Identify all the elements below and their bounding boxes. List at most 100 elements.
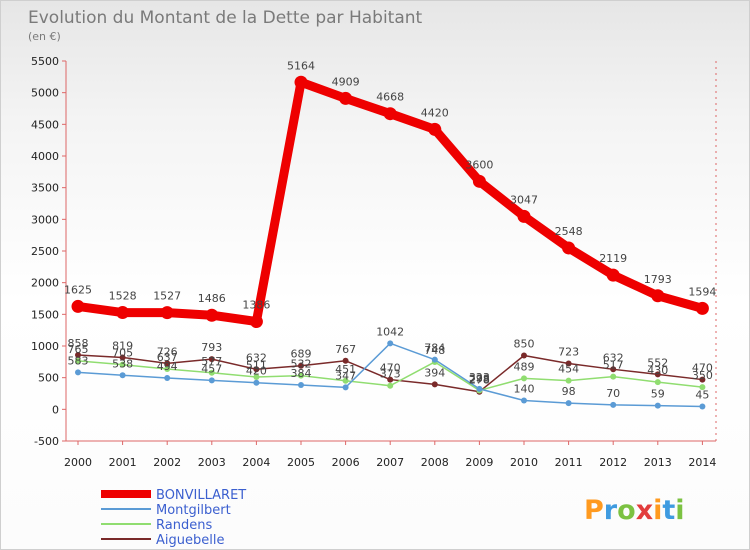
axes: -500 0 500 1000 1500 2000 2500 3000 3500 4000 4500… — [31, 55, 717, 469]
data-label: 457 — [201, 362, 222, 375]
chart-subtitle: (en €) — [28, 30, 61, 43]
data-label: 2548 — [555, 225, 583, 238]
data-label: 858 — [68, 337, 89, 350]
data-label: 765 — [68, 343, 89, 356]
data-label: 1793 — [644, 273, 672, 286]
data-label: 489 — [514, 360, 535, 373]
data-label: 140 — [514, 382, 535, 395]
series-randens — [75, 357, 706, 394]
y-tick-label: 2000 — [31, 277, 59, 290]
data-label: 451 — [335, 363, 356, 376]
data-label: 1625 — [64, 283, 92, 296]
data-point — [431, 381, 438, 388]
x-tick-label: 2002 — [153, 456, 181, 469]
data-label: 723 — [558, 346, 579, 359]
data-label: 4909 — [332, 75, 360, 88]
data-point — [119, 372, 126, 379]
data-point — [562, 241, 576, 255]
data-label: 70 — [606, 387, 620, 400]
proxiti-logo: Proxiti — [584, 495, 685, 526]
data-label: 4420 — [421, 106, 449, 119]
data-point — [383, 107, 397, 121]
data-label: 511 — [246, 359, 267, 372]
data-point — [294, 75, 308, 89]
data-point — [610, 373, 617, 380]
x-tick-label: 2007 — [376, 456, 404, 469]
data-label: 3600 — [465, 158, 493, 171]
data-label: 384 — [291, 367, 312, 380]
data-point — [253, 366, 260, 373]
data-label: 705 — [112, 347, 133, 360]
data-label: 552 — [647, 356, 668, 369]
data-point — [387, 376, 394, 383]
y-tick-label: 5000 — [31, 87, 59, 100]
y-tick-label: 1500 — [31, 308, 59, 321]
data-point — [654, 379, 661, 386]
logo-letter: o — [617, 495, 636, 526]
x-tick-label: 2014 — [688, 456, 716, 469]
data-point — [387, 340, 394, 347]
data-label: 59 — [651, 388, 665, 401]
legend-label: Montgilbert — [156, 503, 231, 518]
logo-letter: i — [675, 495, 684, 526]
y-tick-label: 5500 — [31, 55, 59, 68]
data-label: 748 — [424, 344, 445, 357]
series-layer — [71, 75, 709, 410]
data-point — [298, 362, 304, 369]
data-label: 689 — [291, 348, 312, 361]
y-tick-label: 500 — [38, 372, 59, 385]
data-label: 632 — [246, 351, 267, 364]
data-point — [208, 369, 215, 376]
logo-text: Proxiti — [584, 495, 685, 526]
data-label: 278 — [469, 374, 490, 387]
data-label: 347 — [335, 369, 356, 382]
x-tick-label: 2009 — [465, 456, 493, 469]
y-tick-label: 3000 — [31, 213, 59, 226]
data-label: 494 — [157, 360, 178, 373]
x-tick-label: 2008 — [421, 456, 449, 469]
legend-label: BONVILLARET — [156, 488, 246, 503]
data-point — [610, 401, 617, 408]
data-label: 4668 — [376, 91, 404, 104]
data-point — [298, 372, 304, 379]
data-label: 577 — [201, 355, 222, 368]
data-point — [164, 365, 171, 372]
data-point — [521, 352, 527, 359]
data-point — [654, 402, 661, 409]
data-label: 1527 — [153, 290, 181, 303]
data-label: 532 — [291, 358, 312, 371]
data-point — [164, 360, 171, 367]
y-tick-label: 4500 — [31, 118, 59, 131]
data-label: 298 — [469, 372, 490, 385]
data-label: 767 — [335, 343, 356, 356]
data-point — [75, 369, 81, 376]
data-label: 430 — [647, 364, 668, 377]
data-label: 470 — [380, 362, 401, 375]
data-label: 420 — [246, 365, 267, 378]
data-label: 517 — [603, 359, 624, 372]
data-point — [387, 382, 394, 389]
data-label: 850 — [514, 338, 535, 351]
x-tick-label: 2003 — [198, 456, 226, 469]
data-point — [119, 354, 126, 361]
data-label: 583 — [68, 354, 89, 367]
x-tick-label: 2004 — [242, 456, 270, 469]
data-point — [565, 377, 572, 384]
logo-letter: P — [584, 495, 604, 526]
data-point — [517, 209, 531, 223]
data-point — [654, 371, 661, 378]
x-tick-label: 2000 — [64, 456, 92, 469]
data-point — [253, 379, 260, 386]
data-label: 98 — [562, 385, 576, 398]
x-tick-label: 2005 — [287, 456, 315, 469]
data-point — [342, 357, 349, 364]
logo-letter: x — [636, 495, 653, 526]
data-label: 3047 — [510, 193, 538, 206]
data-point — [205, 308, 219, 322]
data-point — [606, 268, 620, 282]
data-point — [71, 299, 85, 313]
x-tick-label: 2006 — [332, 456, 360, 469]
y-tick-label: 0 — [52, 403, 59, 416]
